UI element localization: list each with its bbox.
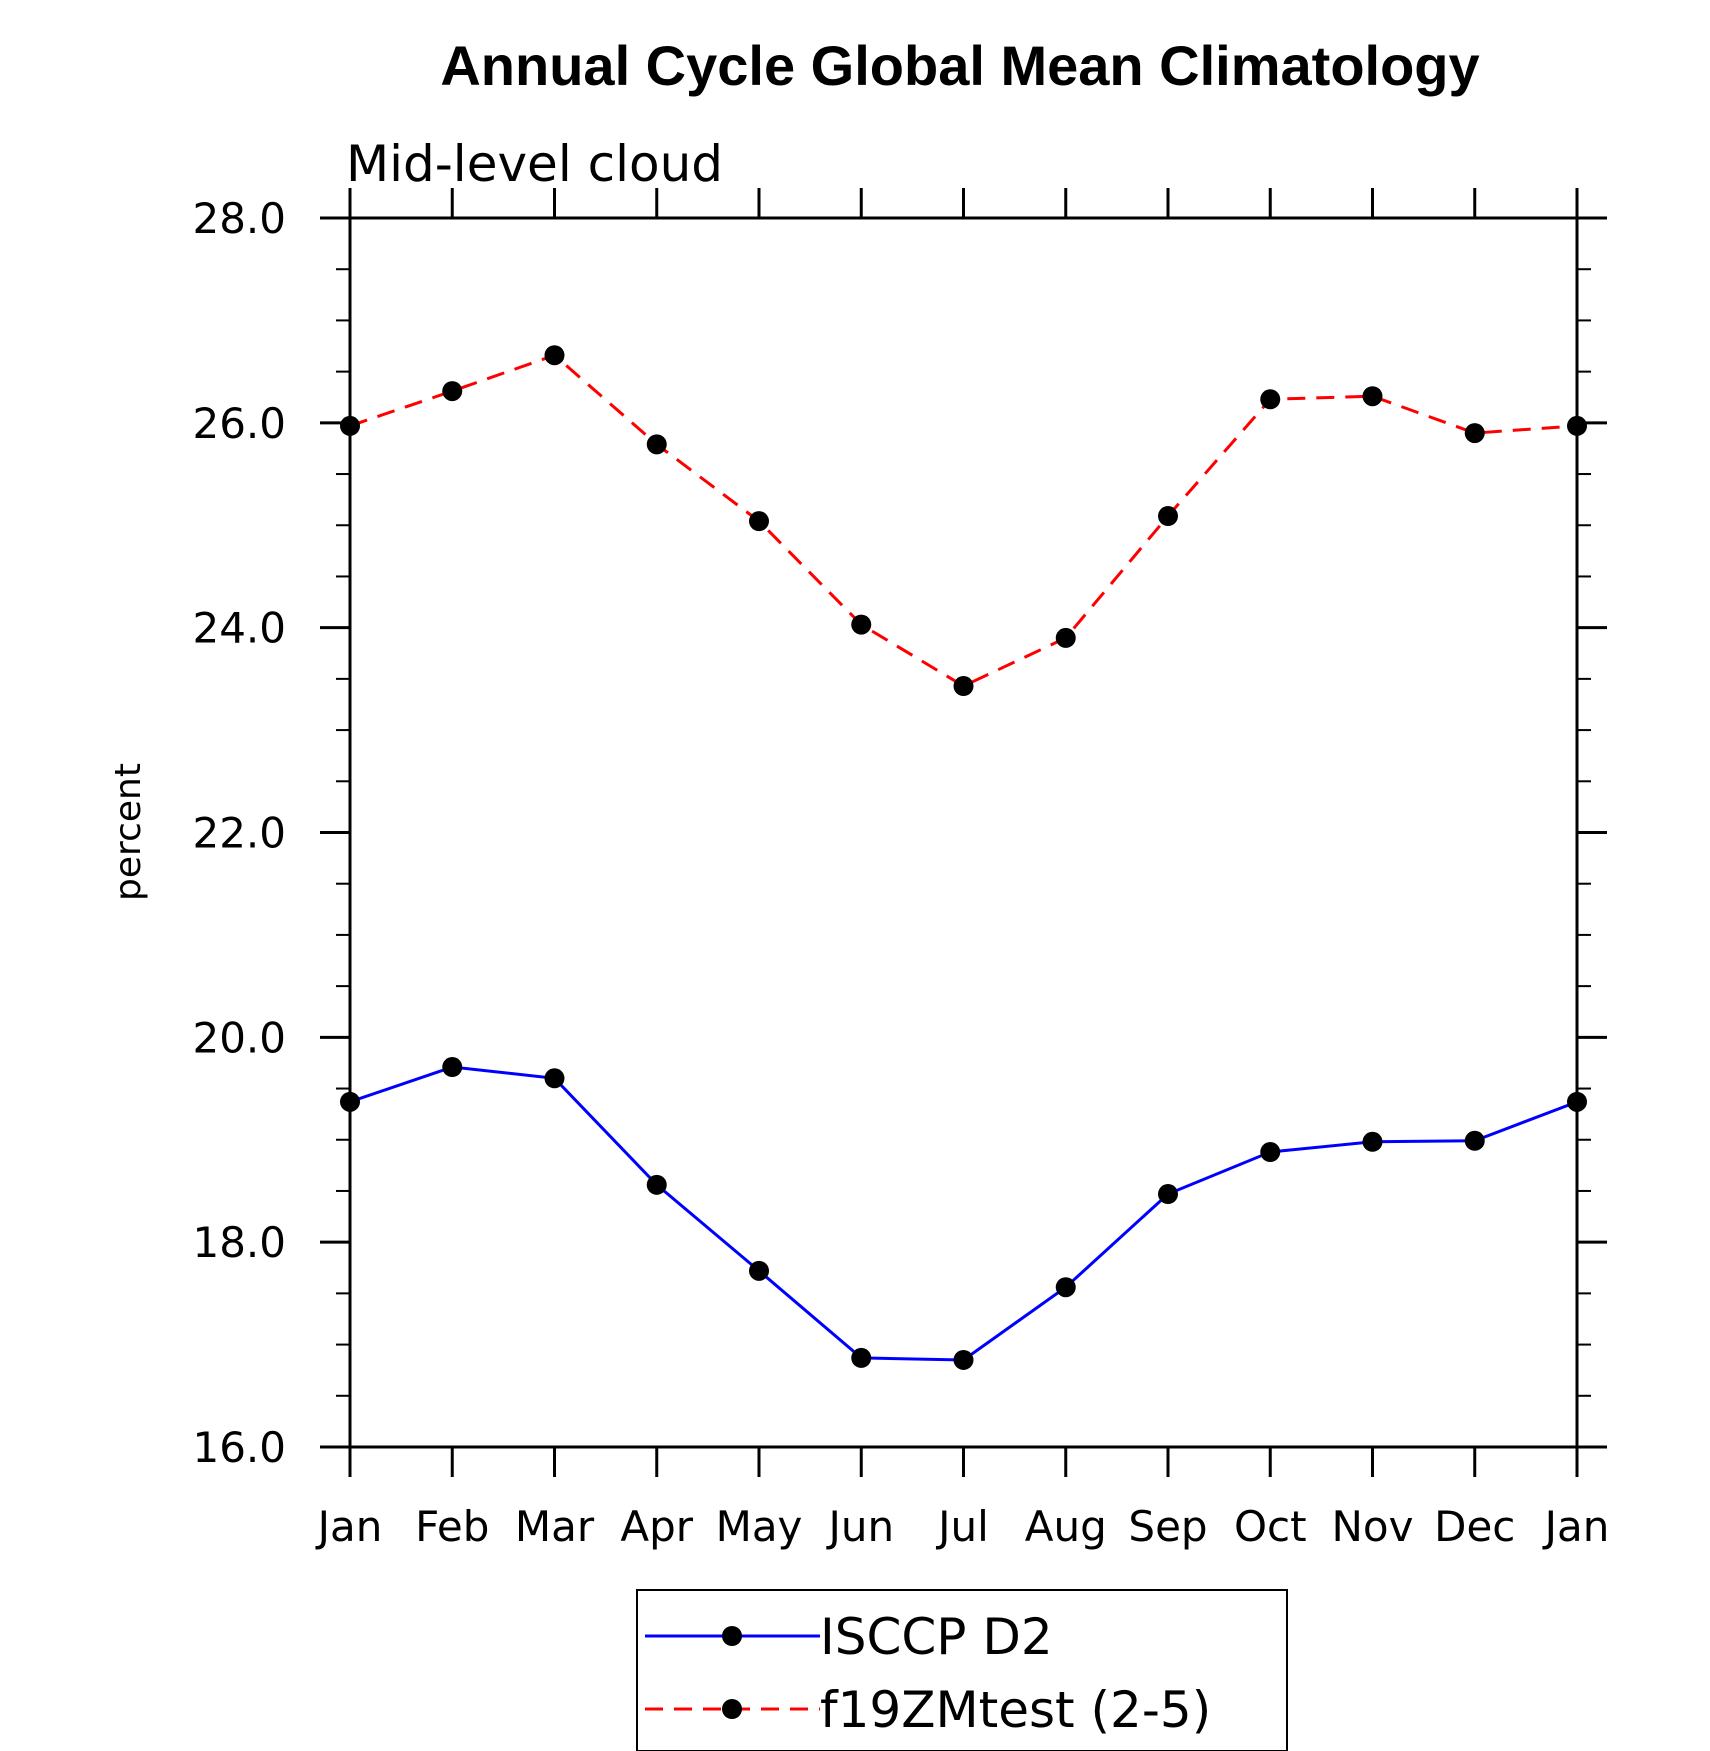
x-axis-ticks: Jan Feb Mar Apr May Jun Jul Aug Sep Oct Nov Dec Jan bbox=[315, 188, 1610, 1551]
series-point-0-12 bbox=[1567, 1091, 1587, 1112]
series-point-0-11 bbox=[1464, 1130, 1485, 1151]
y-tick-label: 22.0 bbox=[192, 809, 286, 858]
series-point-1-1 bbox=[442, 381, 463, 402]
series-point-0-1 bbox=[442, 1057, 463, 1078]
plot-frame bbox=[348, 216, 1579, 1449]
x-tick-label: Nov bbox=[1332, 1502, 1414, 1551]
x-tick-label: Sep bbox=[1128, 1502, 1207, 1551]
series-point-0-9 bbox=[1260, 1142, 1281, 1163]
series-point-0-7 bbox=[1055, 1277, 1076, 1298]
legend-label-isccp-d2: ISCCP D2 bbox=[820, 1608, 1053, 1666]
x-tick-label: Jun bbox=[825, 1502, 894, 1551]
x-tick-label: May bbox=[716, 1502, 803, 1551]
x-tick-label: Oct bbox=[1234, 1502, 1307, 1551]
series-point-0-10 bbox=[1362, 1131, 1383, 1152]
y-tick-label: 20.0 bbox=[192, 1013, 286, 1062]
series-point-0-8 bbox=[1158, 1184, 1178, 1205]
x-tick-label: Jan bbox=[1542, 1502, 1610, 1551]
legend-label-f19zmtest: f19ZMtest (2-5) bbox=[820, 1681, 1211, 1739]
series-point-1-7 bbox=[1055, 627, 1076, 648]
series-point-1-6 bbox=[953, 676, 974, 697]
x-tick-label: Jul bbox=[935, 1502, 989, 1551]
series-point-0-3 bbox=[646, 1174, 667, 1195]
x-tick-label: Dec bbox=[1434, 1502, 1515, 1551]
x-tick-label: Feb bbox=[415, 1502, 489, 1551]
series-point-1-8 bbox=[1158, 506, 1178, 527]
legend-box bbox=[636, 1589, 1288, 1751]
y-tick-label: 28.0 bbox=[192, 194, 286, 243]
series-point-1-10 bbox=[1362, 386, 1383, 407]
y-axis-ticks: 16.0 18.0 20.0 22.0 24.0 26.0 28.0 bbox=[192, 194, 1607, 1472]
y-tick-label: 26.0 bbox=[192, 399, 286, 448]
series-point-1-2 bbox=[544, 345, 565, 366]
series-point-0-2 bbox=[544, 1068, 565, 1089]
x-tick-label: Mar bbox=[515, 1502, 595, 1551]
x-tick-label: Aug bbox=[1025, 1502, 1107, 1551]
series-line-1 bbox=[349, 353, 1578, 688]
series-point-1-0 bbox=[340, 415, 360, 436]
chart-subtitle: Mid-level cloud bbox=[346, 135, 723, 193]
x-tick-label: Jan bbox=[315, 1502, 383, 1551]
series-point-0-0 bbox=[340, 1091, 360, 1112]
series-point-1-9 bbox=[1260, 389, 1281, 410]
y-tick-label: 18.0 bbox=[192, 1218, 286, 1267]
x-tick-label: Apr bbox=[620, 1502, 693, 1551]
series-point-1-5 bbox=[851, 614, 872, 635]
series-point-1-3 bbox=[646, 434, 667, 455]
series-point-1-12 bbox=[1567, 415, 1587, 436]
series-point-0-5 bbox=[851, 1347, 872, 1368]
legend-marker-isccp-d2 bbox=[722, 1626, 742, 1646]
y-axis-label: percent bbox=[108, 763, 149, 901]
series-point-1-4 bbox=[749, 511, 769, 532]
series-line-0 bbox=[349, 1065, 1578, 1362]
series-point-1-11 bbox=[1464, 423, 1485, 444]
series-layer bbox=[340, 345, 1587, 1370]
legend: ISCCP D2 f19ZMtest (2-5) bbox=[636, 1589, 1288, 1751]
series-point-0-4 bbox=[749, 1260, 769, 1281]
chart-title: Annual Cycle Global Mean Climatology bbox=[440, 34, 1479, 97]
legend-marker-f19zmtest bbox=[722, 1699, 742, 1719]
y-tick-label: 24.0 bbox=[192, 604, 286, 653]
series-point-0-6 bbox=[953, 1349, 974, 1370]
y-tick-label: 16.0 bbox=[192, 1423, 286, 1472]
